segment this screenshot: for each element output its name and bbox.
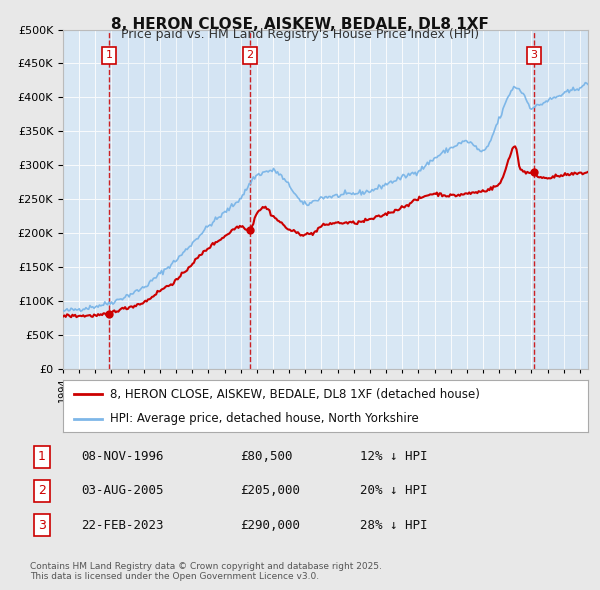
- Text: Price paid vs. HM Land Registry's House Price Index (HPI): Price paid vs. HM Land Registry's House …: [121, 28, 479, 41]
- Text: 3: 3: [530, 50, 537, 60]
- Text: £290,000: £290,000: [240, 519, 300, 532]
- Bar: [250, 30, 534, 369]
- Text: 2: 2: [247, 50, 254, 60]
- Text: 1: 1: [106, 50, 113, 60]
- Text: 2: 2: [38, 484, 46, 497]
- Text: £205,000: £205,000: [240, 484, 300, 497]
- Text: 28% ↓ HPI: 28% ↓ HPI: [360, 519, 427, 532]
- Text: 12% ↓ HPI: 12% ↓ HPI: [360, 450, 427, 463]
- Text: Contains HM Land Registry data © Crown copyright and database right 2025.: Contains HM Land Registry data © Crown c…: [30, 562, 382, 571]
- Text: 22-FEB-2023: 22-FEB-2023: [81, 519, 163, 532]
- Text: £80,500: £80,500: [240, 450, 293, 463]
- Text: 8, HERON CLOSE, AISKEW, BEDALE, DL8 1XF: 8, HERON CLOSE, AISKEW, BEDALE, DL8 1XF: [111, 17, 489, 31]
- Text: 03-AUG-2005: 03-AUG-2005: [81, 484, 163, 497]
- Text: 1: 1: [38, 450, 46, 463]
- Bar: [534, 30, 588, 369]
- Text: 3: 3: [38, 519, 46, 532]
- Text: 20% ↓ HPI: 20% ↓ HPI: [360, 484, 427, 497]
- Text: HPI: Average price, detached house, North Yorkshire: HPI: Average price, detached house, Nort…: [110, 412, 419, 425]
- Bar: [63, 30, 109, 369]
- Text: 08-NOV-1996: 08-NOV-1996: [81, 450, 163, 463]
- Bar: [109, 30, 250, 369]
- Text: 8, HERON CLOSE, AISKEW, BEDALE, DL8 1XF (detached house): 8, HERON CLOSE, AISKEW, BEDALE, DL8 1XF …: [110, 388, 480, 401]
- Text: This data is licensed under the Open Government Licence v3.0.: This data is licensed under the Open Gov…: [30, 572, 319, 581]
